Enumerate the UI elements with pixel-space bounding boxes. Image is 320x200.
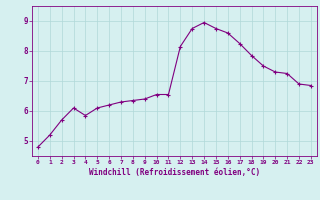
X-axis label: Windchill (Refroidissement éolien,°C): Windchill (Refroidissement éolien,°C) [89,168,260,177]
